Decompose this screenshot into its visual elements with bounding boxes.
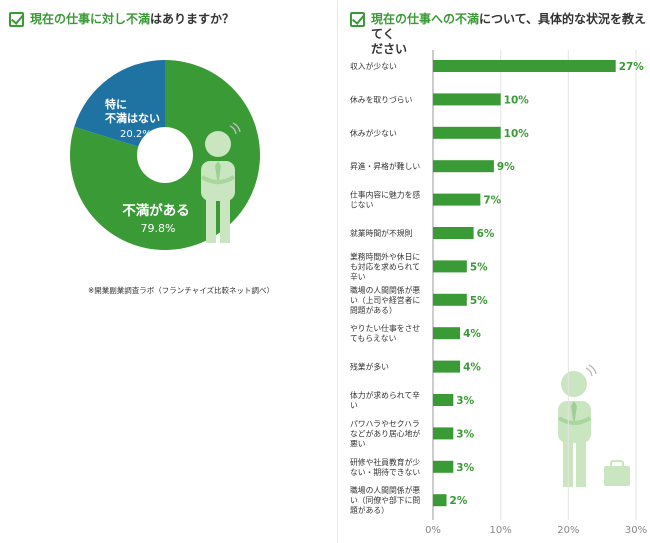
right-title-highlight: 現在の仕事への不満 [371,12,480,26]
panel-divider [337,0,338,543]
checkbox-icon [9,12,24,27]
right-panel: 現在の仕事への不満について、具体的な状況を教えてく ださい 収入が少ない休みを取り… [340,0,650,543]
x-tick-label: 30% [625,525,647,536]
bar-chart: 収入が少ない休みを取りづらい休みが少ない昇進・昇格が難しい仕事内容に魅力を感じな… [350,50,647,536]
category-label: 収入が少ない [350,61,397,71]
bar-value-label: 27% [619,61,645,73]
bars [433,60,616,507]
bar [433,360,461,373]
x-tick-label: 20% [557,525,579,536]
bar [433,260,467,273]
bar-value-label: 5% [470,261,488,273]
bar [433,460,454,473]
category-label: 職場の人間関係が悪い（上司や経営者に問題がある） [350,285,420,315]
bar [433,93,501,106]
bar [433,160,494,173]
category-label: 仕事内容に魅力を感じない [350,190,420,210]
pie-label-satisfied-2: 不満はない [105,111,160,125]
worried-person-icon [557,364,597,487]
bar [433,293,467,306]
category-label: 業務時間外や休日にも対応を求められて辛い [350,251,420,281]
bar-value-label: 7% [483,195,501,207]
left-title: 現在の仕事に対し不満はありますか？ [9,12,234,27]
briefcase-icon [604,460,630,486]
left-title-rest: はありますか？ [150,12,235,26]
pie-value-satisfied: 20.2% [120,129,152,140]
worried-person-icon [200,122,241,243]
bar-value-label: 9% [497,161,515,173]
category-label: 就業時間が不規則 [350,228,413,238]
category-label: 職場の人間関係が悪い（同僚や部下に問題がある） [350,485,420,515]
pie-label-dissatisfied: 不満がある [122,202,190,219]
value-labels: 27% 10% 10% 9% 7% 6% 5% 5% 4% 4% 3% 3% 3% 2% [450,61,645,507]
category-label: 残業が多い [350,362,389,372]
bar [433,427,454,440]
bar [433,227,474,239]
left-panel: 現在の仕事に対し不満はありますか？ 不満がある 79.8% 特に 不満はない 2… [0,0,335,543]
category-label: 休みが少ない [350,128,397,138]
category-label: 体力が求められて辛い [350,390,420,410]
category-label: 昇進・昇格が難しい [350,161,420,171]
source-note: ※開業副業調査ラボ（フランチャイズ比較ネット調べ） [88,286,274,295]
bar [433,193,481,206]
pie-chart: 不満がある 79.8% 特に 不満はない 20.2% [69,60,261,251]
pie-hole [137,127,193,183]
bar-value-label: 10% [504,128,530,140]
category-label: パワハラやセクハラなどがあり居心地が悪い [350,419,420,448]
bar-value-label: 6% [477,228,495,240]
grid-lines [432,50,637,520]
bar-value-label: 5% [470,295,488,307]
right-title-line2: ださい [371,42,408,56]
pie-slice-1 [74,60,165,155]
checkbox-icon [350,12,365,27]
bar-value-label: 10% [504,94,530,106]
x-tick-label: 10% [490,525,512,536]
category-label: やりたい仕事をさせてもらえない [350,323,420,343]
right-title: 現在の仕事への不満について、具体的な状況を教えてく ださい [350,12,650,57]
bar [433,327,461,340]
category-label: 研修や社員教育が少ない・期待できない [350,457,420,477]
bar [433,494,447,507]
x-axis-ticks: 0% 10% 20% 30% [425,525,647,536]
left-title-highlight: 現在の仕事に対し不満 [30,12,151,26]
category-label: 休みを取りづらい [350,94,413,104]
x-tick-label: 0% [425,525,441,536]
bar-value-label: 4% [463,362,481,374]
bar-value-label: 3% [456,462,474,474]
bar-value-label: 3% [456,395,474,407]
pie-value-dissatisfied: 79.8% [141,222,176,235]
bar-value-label: 4% [463,328,481,340]
pie-label-satisfied-1: 特に [105,97,127,111]
bar [433,60,616,72]
bar-value-label: 3% [456,428,474,440]
right-title-rest: について、具体的な状況を教えてく [371,12,647,41]
bar [433,394,454,406]
bar [433,126,501,139]
bar-value-label: 2% [450,495,468,507]
category-labels: 収入が少ない休みを取りづらい休みが少ない昇進・昇格が難しい仕事内容に魅力を感じな… [350,61,420,515]
